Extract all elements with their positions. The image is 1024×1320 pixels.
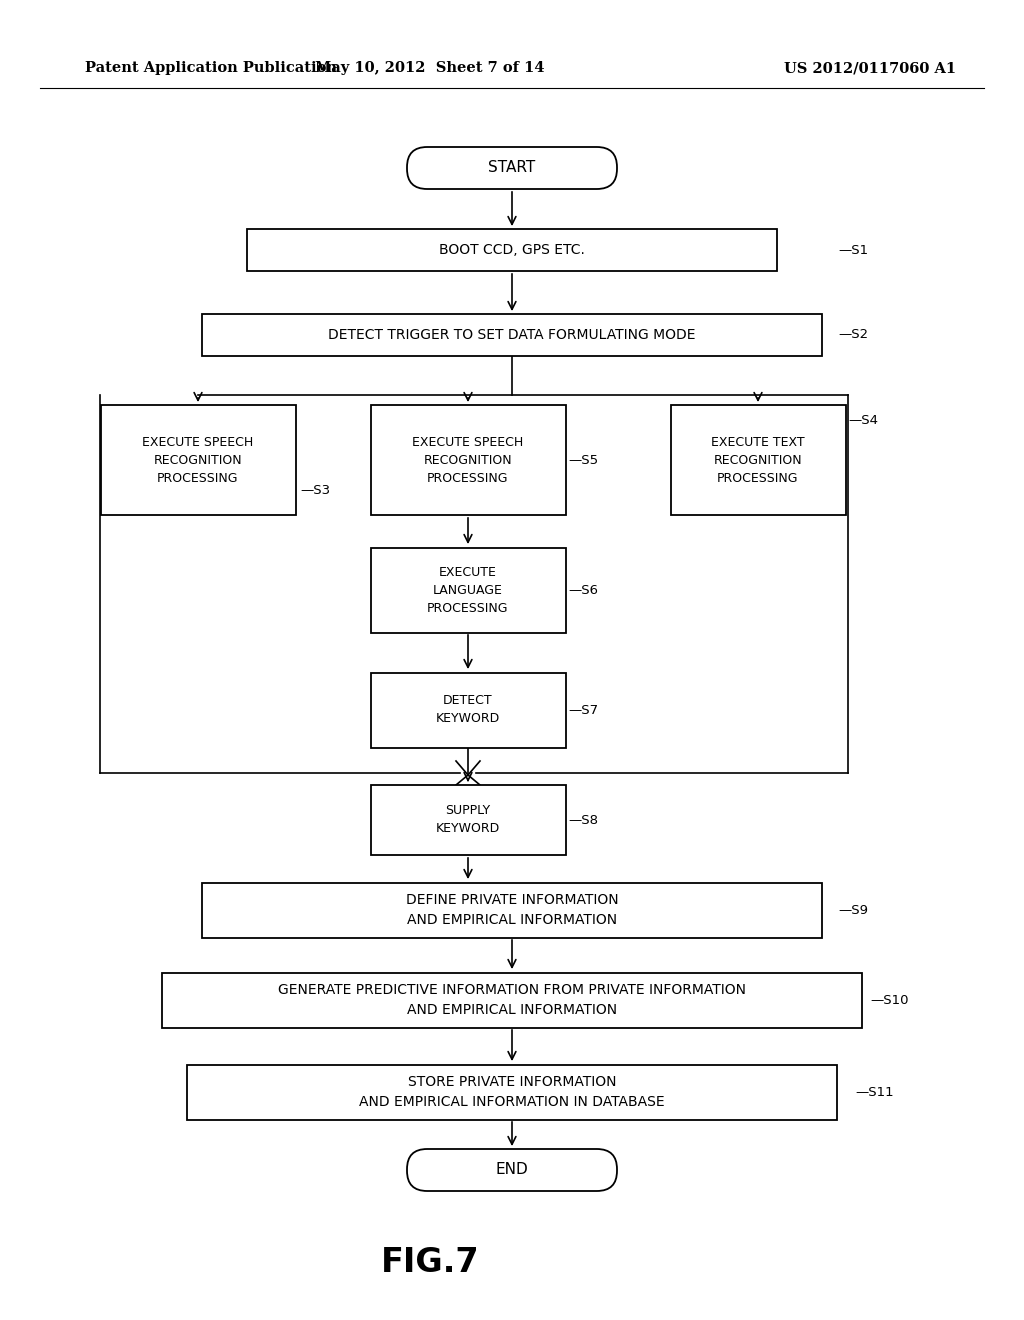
FancyBboxPatch shape bbox=[407, 147, 617, 189]
Text: —S5: —S5 bbox=[568, 454, 598, 466]
Text: US 2012/0117060 A1: US 2012/0117060 A1 bbox=[784, 61, 956, 75]
Bar bbox=[371, 405, 565, 515]
Bar bbox=[247, 228, 777, 271]
Bar bbox=[187, 1064, 837, 1119]
Text: GENERATE PREDICTIVE INFORMATION FROM PRIVATE INFORMATION
AND EMPIRICAL INFORMATI: GENERATE PREDICTIVE INFORMATION FROM PRI… bbox=[278, 983, 746, 1016]
Text: —S8: —S8 bbox=[568, 813, 598, 826]
Text: EXECUTE SPEECH
RECOGNITION
PROCESSING: EXECUTE SPEECH RECOGNITION PROCESSING bbox=[413, 436, 523, 484]
Text: Patent Application Publication: Patent Application Publication bbox=[85, 61, 337, 75]
Text: EXECUTE
LANGUAGE
PROCESSING: EXECUTE LANGUAGE PROCESSING bbox=[427, 565, 509, 615]
Text: EXECUTE TEXT
RECOGNITION
PROCESSING: EXECUTE TEXT RECOGNITION PROCESSING bbox=[712, 436, 805, 484]
Bar bbox=[202, 883, 822, 937]
Bar bbox=[371, 548, 565, 632]
Text: —S6: —S6 bbox=[568, 583, 598, 597]
Bar bbox=[100, 405, 296, 515]
Bar bbox=[371, 672, 565, 747]
Text: —S4: —S4 bbox=[848, 413, 878, 426]
FancyBboxPatch shape bbox=[407, 1148, 617, 1191]
Text: FIG.7: FIG.7 bbox=[381, 1246, 479, 1279]
Text: DETECT
KEYWORD: DETECT KEYWORD bbox=[436, 694, 500, 726]
Bar bbox=[202, 314, 822, 356]
Text: —S2: —S2 bbox=[838, 329, 868, 342]
Text: SUPPLY
KEYWORD: SUPPLY KEYWORD bbox=[436, 804, 500, 836]
Text: END: END bbox=[496, 1163, 528, 1177]
Text: —S10: —S10 bbox=[870, 994, 908, 1006]
Text: START: START bbox=[488, 161, 536, 176]
Text: BOOT CCD, GPS ETC.: BOOT CCD, GPS ETC. bbox=[439, 243, 585, 257]
Text: —S11: —S11 bbox=[855, 1085, 894, 1098]
Text: —S9: —S9 bbox=[838, 903, 868, 916]
Text: STORE PRIVATE INFORMATION
AND EMPIRICAL INFORMATION IN DATABASE: STORE PRIVATE INFORMATION AND EMPIRICAL … bbox=[359, 1076, 665, 1109]
Bar bbox=[371, 785, 565, 855]
Bar bbox=[671, 405, 846, 515]
Text: DEFINE PRIVATE INFORMATION
AND EMPIRICAL INFORMATION: DEFINE PRIVATE INFORMATION AND EMPIRICAL… bbox=[406, 894, 618, 927]
Bar bbox=[162, 973, 862, 1027]
Text: —S7: —S7 bbox=[568, 704, 598, 717]
Text: DETECT TRIGGER TO SET DATA FORMULATING MODE: DETECT TRIGGER TO SET DATA FORMULATING M… bbox=[329, 327, 695, 342]
Text: May 10, 2012  Sheet 7 of 14: May 10, 2012 Sheet 7 of 14 bbox=[315, 61, 545, 75]
Text: EXECUTE SPEECH
RECOGNITION
PROCESSING: EXECUTE SPEECH RECOGNITION PROCESSING bbox=[142, 436, 254, 484]
Text: —S3: —S3 bbox=[300, 483, 330, 496]
Text: —S1: —S1 bbox=[838, 243, 868, 256]
